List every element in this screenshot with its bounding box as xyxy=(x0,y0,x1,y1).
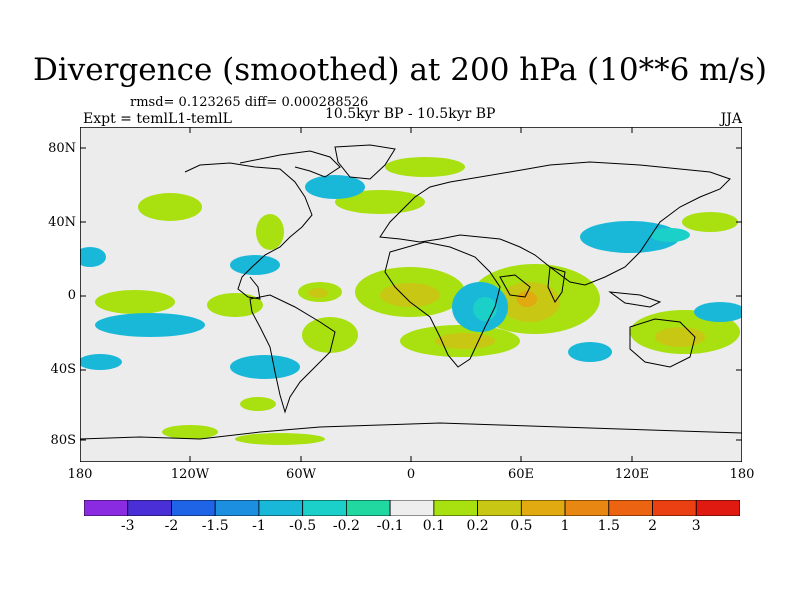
contour-positive xyxy=(235,433,325,445)
y-axis-label-80s: 80S xyxy=(50,433,76,448)
contour-positive xyxy=(256,214,284,250)
contour-negative xyxy=(694,302,742,322)
colorbar-swatch xyxy=(477,500,522,516)
colorbar-swatch xyxy=(520,500,566,516)
colorbar-label: -1 xyxy=(252,518,266,534)
y-axis-label-0: 0 xyxy=(67,288,76,303)
y-axis-label-40s: 40S xyxy=(50,362,76,377)
contour-negative xyxy=(80,354,122,370)
colorbar-label: -2 xyxy=(164,518,179,534)
contour-positive xyxy=(308,288,328,298)
colorbar-label: -3 xyxy=(120,518,135,534)
contour-negative xyxy=(230,355,300,379)
contour-positive xyxy=(517,291,537,307)
y-axis-label-80n: 80N xyxy=(48,141,76,156)
colorbar-label: -0.1 xyxy=(376,518,404,534)
x-axis-label-180w: 180 xyxy=(67,467,93,482)
colorbar-label: 0.2 xyxy=(466,518,489,534)
contour-positive xyxy=(162,425,218,439)
colorbar-swatch xyxy=(389,500,435,516)
contour-positive xyxy=(302,317,358,353)
coast-india xyxy=(547,266,566,303)
coast-arabia xyxy=(499,274,531,298)
colorbar-swatch xyxy=(171,500,216,516)
colorbar-label: -0.2 xyxy=(332,518,360,534)
colorbar xyxy=(84,500,740,516)
season-label: JJA xyxy=(720,111,742,127)
coast-eurasia xyxy=(379,161,731,286)
contour-negative xyxy=(80,247,106,267)
contour-positive xyxy=(95,290,175,314)
colorbar-label: 1 xyxy=(560,518,570,534)
experiment-label: Expt = temlL1-temlL xyxy=(83,111,232,127)
colorbar-label: 0.5 xyxy=(510,518,533,534)
x-axis-label-180e: 180 xyxy=(729,467,755,482)
colorbar-swatch xyxy=(258,500,304,516)
map-title: Divergence (smoothed) at 200 hPa (10**6 … xyxy=(33,52,767,88)
colorbar-label: 3 xyxy=(691,518,701,534)
contour-positive xyxy=(380,283,440,307)
contour-positive xyxy=(682,212,738,232)
coast-africa xyxy=(384,241,501,368)
contour-negative xyxy=(650,228,690,242)
colorbar-label: -0.5 xyxy=(289,518,317,534)
contour-negative xyxy=(568,342,612,362)
contour-positive xyxy=(655,327,705,347)
colorbar-label: 0.1 xyxy=(422,518,445,534)
divergence-map xyxy=(80,127,742,462)
colorbar-swatch xyxy=(608,500,653,516)
coast-north-america xyxy=(184,162,313,300)
colorbar-swatch xyxy=(214,500,260,516)
y-axis-label-40n: 40N xyxy=(48,215,76,230)
coast-australia xyxy=(629,318,696,368)
x-axis-label-0: 0 xyxy=(406,467,416,482)
x-axis-label-60e: 60E xyxy=(507,467,535,482)
colorbar-swatch xyxy=(564,500,610,516)
divergence-contours xyxy=(80,157,742,445)
colorbar-swatch xyxy=(302,500,347,516)
coast-greenland xyxy=(334,144,396,180)
x-axis-label-120e: 120E xyxy=(614,467,650,482)
contour-positive xyxy=(385,157,465,177)
coast-antarctica xyxy=(80,422,742,440)
contour-negative xyxy=(305,175,365,199)
coast-canada-arctic xyxy=(239,150,341,178)
contour-positive xyxy=(138,193,202,221)
colorbar-swatch xyxy=(84,500,129,516)
colorbar-swatch xyxy=(695,500,740,516)
contour-negative xyxy=(230,255,280,275)
tick-marks xyxy=(80,127,742,462)
x-axis-label-120w: 120W xyxy=(170,467,210,482)
coastlines xyxy=(80,144,742,440)
coast-indonesia xyxy=(608,291,662,308)
stats-label: rmsd= 0.123265 diff= 0.000288526 xyxy=(130,95,369,110)
colorbar-swatch xyxy=(127,500,172,516)
x-axis-label-60w: 60W xyxy=(286,467,316,482)
colorbar-swatch xyxy=(433,500,478,516)
colorbar-label: 1.5 xyxy=(597,518,620,534)
colorbar-swatch xyxy=(652,500,697,516)
colorbar-label: 2 xyxy=(648,518,657,534)
period-label: 10.5kyr BP - 10.5kyr BP xyxy=(325,106,496,122)
contour-negative xyxy=(473,297,497,321)
colorbar-label: -1.5 xyxy=(201,518,229,534)
contour-negative xyxy=(95,313,205,337)
contour-positive xyxy=(207,293,263,317)
contour-positive xyxy=(240,397,276,411)
contour-positive xyxy=(335,190,425,214)
coast-south-america xyxy=(249,294,336,414)
colorbar-swatch xyxy=(345,500,391,516)
